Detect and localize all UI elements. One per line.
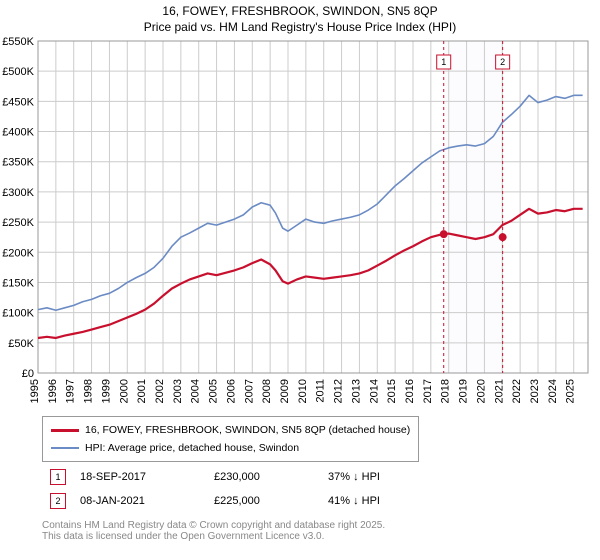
svg-text:1997: 1997 — [65, 379, 77, 403]
svg-text:2004: 2004 — [190, 379, 202, 403]
sale-delta: 37% ↓ HPI — [322, 466, 386, 488]
svg-text:1999: 1999 — [100, 379, 112, 403]
svg-text:2018: 2018 — [440, 379, 452, 403]
svg-text:2025: 2025 — [565, 379, 577, 403]
svg-text:1995: 1995 — [29, 379, 41, 403]
svg-text:2000: 2000 — [118, 379, 130, 403]
svg-text:£150K: £150K — [2, 278, 34, 290]
svg-text:2022: 2022 — [511, 379, 523, 403]
svg-text:2003: 2003 — [172, 379, 184, 403]
sale-price: £230,000 — [208, 466, 320, 488]
svg-text:1996: 1996 — [47, 379, 59, 403]
svg-text:2017: 2017 — [422, 379, 434, 403]
svg-text:2009: 2009 — [279, 379, 291, 403]
svg-text:2023: 2023 — [529, 379, 541, 403]
svg-text:£350K: £350K — [2, 157, 34, 169]
svg-text:2001: 2001 — [136, 379, 148, 403]
svg-text:2013: 2013 — [350, 379, 362, 403]
svg-text:1: 1 — [441, 57, 446, 67]
svg-text:£550K: £550K — [2, 36, 34, 48]
legend-row: 16, FOWEY, FRESHBROOK, SWINDON, SN5 8QP … — [51, 421, 410, 439]
svg-text:2021: 2021 — [493, 379, 505, 403]
svg-text:£400K: £400K — [2, 127, 34, 139]
legend-row: HPI: Average price, detached house, Swin… — [51, 439, 410, 457]
svg-text:2024: 2024 — [547, 379, 559, 403]
sales-data-table: 1 18-SEP-2017£230,00037% ↓ HPI 2 08-JAN-202… — [42, 464, 388, 514]
svg-text:2: 2 — [500, 57, 505, 67]
footnote-line-1: Contains HM Land Registry data © Crown c… — [42, 520, 385, 531]
svg-text:2020: 2020 — [475, 379, 487, 403]
svg-text:1998: 1998 — [83, 379, 95, 403]
svg-text:2007: 2007 — [243, 379, 255, 403]
svg-text:2012: 2012 — [333, 379, 345, 403]
svg-text:2015: 2015 — [386, 379, 398, 403]
svg-text:£0: £0 — [22, 368, 34, 380]
svg-text:£100K: £100K — [2, 308, 34, 320]
legend: 16, FOWEY, FRESHBROOK, SWINDON, SN5 8QP … — [42, 416, 419, 462]
legend-swatch — [51, 429, 79, 432]
legend-swatch — [51, 447, 79, 449]
sale-marker-icon: 2 — [50, 493, 66, 509]
title-block: 16, FOWEY, FRESHBROOK, SWINDON, SN5 8QP … — [0, 0, 600, 35]
svg-text:£200K: £200K — [2, 247, 34, 259]
svg-text:£50K: £50K — [8, 338, 34, 350]
sale-marker-icon: 1 — [50, 469, 66, 485]
svg-text:£250K: £250K — [2, 217, 34, 229]
sale-delta: 41% ↓ HPI — [322, 490, 386, 512]
svg-text:2014: 2014 — [368, 379, 380, 403]
title-line-1: 16, FOWEY, FRESHBROOK, SWINDON, SN5 8QP — [0, 4, 600, 20]
title-line-2: Price paid vs. HM Land Registry's House … — [0, 20, 600, 36]
svg-text:£500K: £500K — [2, 66, 34, 78]
svg-text:2002: 2002 — [154, 379, 166, 403]
copyright-footnote: Contains HM Land Registry data © Crown c… — [42, 520, 385, 542]
legend-label: HPI: Average price, detached house, Swin… — [85, 442, 299, 454]
svg-text:£450K: £450K — [2, 97, 34, 109]
sale-price: £225,000 — [208, 490, 320, 512]
svg-text:2011: 2011 — [315, 379, 327, 403]
svg-text:2016: 2016 — [404, 379, 416, 403]
sale-row: 2 08-JAN-2021£225,00041% ↓ HPI — [44, 490, 386, 512]
svg-text:£300K: £300K — [2, 187, 34, 199]
svg-text:2005: 2005 — [208, 379, 220, 403]
svg-text:2010: 2010 — [297, 379, 309, 403]
sale-date: 18-SEP-2017 — [74, 466, 206, 488]
legend-label: 16, FOWEY, FRESHBROOK, SWINDON, SN5 8QP … — [85, 424, 410, 436]
sale-row: 1 18-SEP-2017£230,00037% ↓ HPI — [44, 466, 386, 488]
footnote-line-2: This data is licensed under the Open Gov… — [42, 531, 385, 542]
svg-text:2008: 2008 — [261, 379, 273, 403]
sale-date: 08-JAN-2021 — [74, 490, 206, 512]
svg-text:2006: 2006 — [225, 379, 237, 403]
price-chart: £0 £50K £100K £150K £200K £250K £300K £350K £400… — [0, 35, 600, 405]
chart-area: £0 £50K £100K £150K £200K £250K £300K £350K £400… — [0, 35, 600, 410]
svg-text:2019: 2019 — [458, 379, 470, 403]
